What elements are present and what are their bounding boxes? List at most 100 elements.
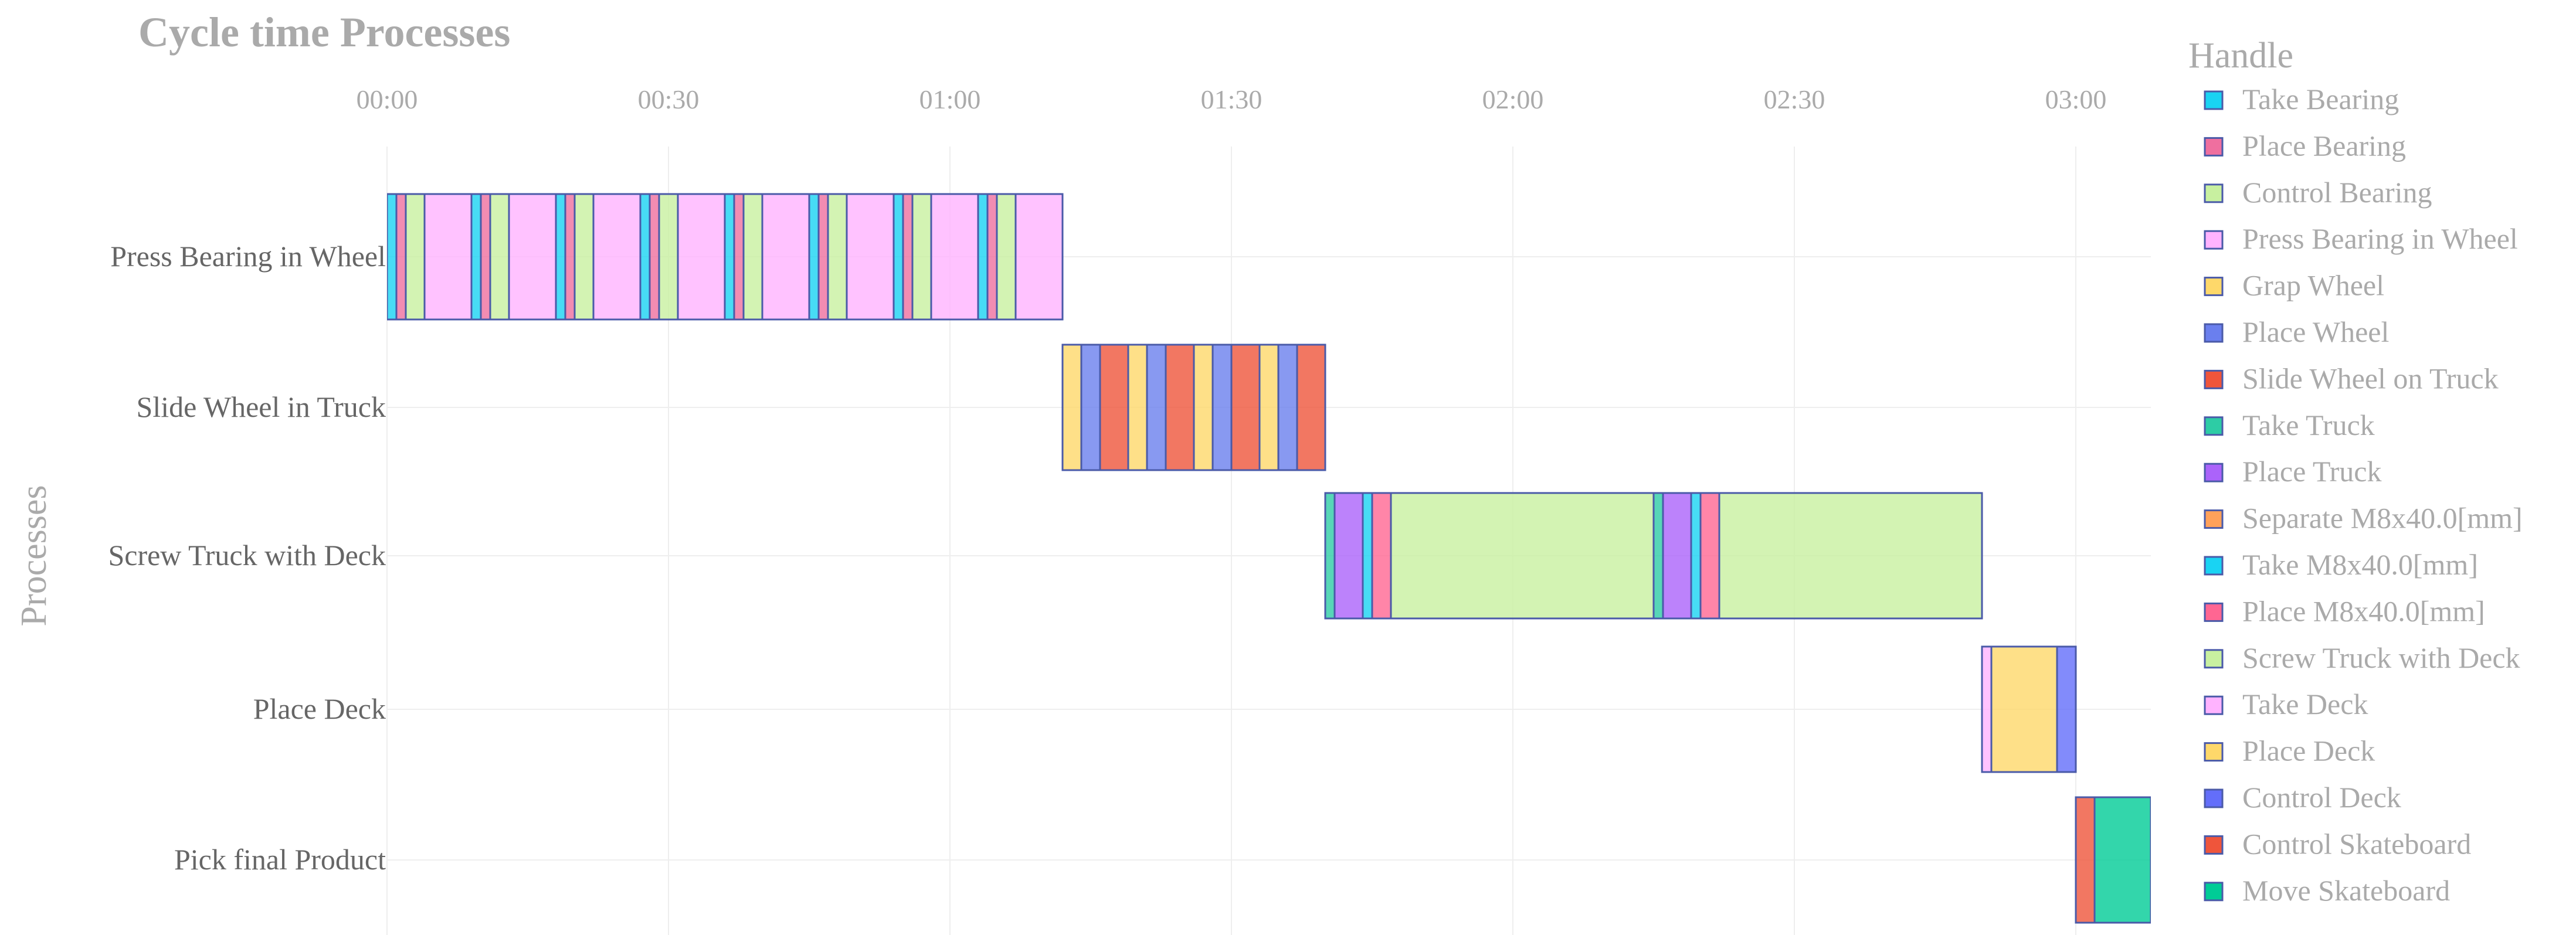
legend-swatch xyxy=(2204,882,2224,902)
task-bar xyxy=(649,193,660,321)
legend-label: Slide Wheel on Truck xyxy=(2242,362,2499,395)
legend-label: Move Skateboard xyxy=(2242,874,2450,907)
task-bar xyxy=(2093,796,2151,924)
task-bar xyxy=(489,193,510,321)
task-bar xyxy=(827,193,848,321)
legend-swatch xyxy=(2204,463,2224,482)
task-bar xyxy=(977,193,989,321)
task-bar xyxy=(911,193,932,321)
legend-swatch xyxy=(2204,416,2224,436)
legend-label: Place Bearing xyxy=(2242,129,2406,162)
legend-swatch xyxy=(2204,556,2224,576)
task-bar xyxy=(405,193,426,321)
legend-swatch xyxy=(2204,183,2224,203)
task-bar xyxy=(724,193,735,321)
y-tick-label: Pick final Product xyxy=(174,843,386,876)
legend-label: Take Deck xyxy=(2242,688,2368,720)
legend-label: Take Truck xyxy=(2242,409,2375,441)
task-bar xyxy=(1193,344,1214,471)
legend-label: Screw Truck with Deck xyxy=(2242,641,2520,674)
task-bar xyxy=(423,193,473,321)
task-bar xyxy=(1061,344,1082,471)
task-bar xyxy=(817,193,829,321)
task-bar xyxy=(1099,344,1129,471)
task-bar xyxy=(1165,344,1195,471)
legend-swatch xyxy=(2204,369,2224,389)
task-bar xyxy=(996,193,1017,321)
x-tick-label: 00:30 xyxy=(638,84,700,114)
task-bar xyxy=(395,193,407,321)
legend-swatch xyxy=(2204,742,2224,762)
legend-label: Grap Wheel xyxy=(2242,269,2384,302)
task-bar xyxy=(1014,193,1064,321)
legend-swatch xyxy=(2204,323,2224,343)
task-bar xyxy=(573,193,595,321)
legend-label: Place Truck xyxy=(2242,455,2382,488)
legend-swatch xyxy=(2204,230,2224,250)
task-bar xyxy=(1333,492,1364,620)
x-tick-label: 02:00 xyxy=(1482,84,1544,114)
legend-swatch xyxy=(2204,137,2224,157)
legend-label: Separate M8x40.0[mm] xyxy=(2242,502,2523,535)
task-bar xyxy=(508,193,557,321)
x-tick-label: 03:00 xyxy=(2045,84,2107,114)
legend-label: Place M8x40.0[mm] xyxy=(2242,594,2485,627)
y-tick-label: Place Deck xyxy=(253,692,386,725)
task-bar xyxy=(1718,492,1983,620)
chart-title: Cycle time Processes xyxy=(138,9,511,56)
task-bar xyxy=(1296,344,1326,471)
legend-swatch xyxy=(2204,509,2224,529)
task-bar xyxy=(1699,492,1720,620)
task-bar xyxy=(1127,344,1148,471)
legend-swatch xyxy=(2204,649,2224,669)
task-bar xyxy=(2075,796,2096,924)
legend-label: Take M8x40.0[mm] xyxy=(2242,548,2478,581)
task-bar xyxy=(1981,645,1993,773)
task-bar xyxy=(1324,492,1336,620)
legend-swatch xyxy=(2204,90,2224,110)
task-bar xyxy=(1146,344,1167,471)
legend-label: Press Bearing in Wheel xyxy=(2242,222,2518,255)
task-bar xyxy=(1690,492,1702,620)
legend-swatch xyxy=(2204,277,2224,297)
legend-title: Handle xyxy=(2188,36,2294,76)
task-bar xyxy=(639,193,651,321)
y-axis-title: Processes xyxy=(14,485,54,626)
task-bar xyxy=(1211,344,1233,471)
y-tick-label: Screw Truck with Deck xyxy=(108,539,386,572)
task-bar xyxy=(2056,645,2077,773)
legend-swatch xyxy=(2204,695,2224,715)
task-bar xyxy=(658,193,679,321)
task-bar xyxy=(387,193,398,321)
task-bar xyxy=(1230,344,1261,471)
y-tick-label: Slide Wheel in Truck xyxy=(137,390,386,423)
task-bar xyxy=(846,193,895,321)
task-bar xyxy=(1362,492,1373,620)
task-bar xyxy=(930,193,979,321)
bars-group xyxy=(387,193,2151,924)
task-bar xyxy=(808,193,820,321)
task-bar xyxy=(592,193,642,321)
x-tick-label: 00:00 xyxy=(357,84,418,114)
legend-label: Control Deck xyxy=(2242,781,2401,814)
legend-label: Control Bearing xyxy=(2242,176,2432,209)
task-bar xyxy=(733,193,745,321)
task-bar xyxy=(1277,344,1298,471)
task-bar xyxy=(1080,344,1101,471)
x-tick-label: 02:30 xyxy=(1764,84,1825,114)
task-bar xyxy=(761,193,810,321)
legend-label: Take Bearing xyxy=(2242,83,2399,115)
legend-swatch xyxy=(2204,788,2224,808)
task-bar xyxy=(1662,492,1692,620)
legend-label: Place Deck xyxy=(2242,735,2375,767)
legend-label: Place Wheel xyxy=(2242,315,2389,348)
task-bar xyxy=(677,193,726,321)
x-tick-label: 01:30 xyxy=(1201,84,1262,114)
task-bar xyxy=(1390,492,1655,620)
task-bar xyxy=(892,193,904,321)
task-bar xyxy=(1258,344,1279,471)
task-bar xyxy=(555,193,566,321)
task-bar xyxy=(470,193,482,321)
